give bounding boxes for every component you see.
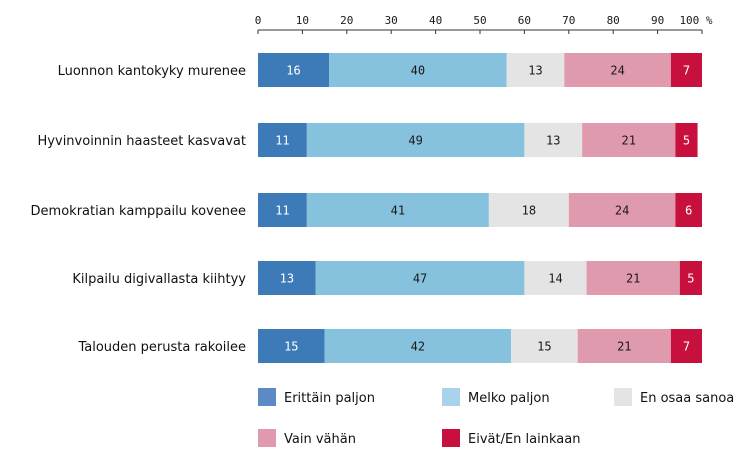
bar-value-label: 15 (284, 340, 298, 354)
bar-segment (258, 53, 330, 87)
x-tick-label: 50 (473, 14, 486, 27)
bar-segment (324, 329, 512, 363)
bar-segment (258, 193, 307, 227)
bar-segment (675, 123, 698, 157)
bar-value-label: 11 (275, 134, 289, 148)
legend: Erittäin paljon Melko paljon En osaa sanoa… (258, 388, 734, 447)
legend-label: Melko paljon (468, 391, 550, 406)
legend-swatch (258, 429, 276, 447)
legend-swatch (442, 388, 460, 406)
legend-swatch (442, 429, 460, 447)
bar-value-label: 11 (275, 204, 289, 218)
bar-value-label: 5 (683, 134, 690, 148)
x-tick-label: 90 (651, 14, 664, 27)
bar-segment (568, 193, 676, 227)
bar-value-label: 6 (685, 204, 692, 218)
x-tick-label: 60 (518, 14, 531, 27)
bar-value-label: 5 (687, 272, 694, 286)
x-tick-label: 10 (296, 14, 309, 27)
x-tick-label: 80 (607, 14, 620, 27)
legend-swatch (258, 388, 276, 406)
bar-value-label: 41 (391, 204, 405, 218)
bar-segment (564, 53, 671, 87)
bar-segment (586, 261, 680, 295)
legend-label: Vain vähän (284, 432, 356, 447)
bar-value-label: 13 (528, 64, 542, 78)
bar-value-label: 21 (626, 272, 640, 286)
category-label: Demokratian kamppailu kovenee (31, 204, 246, 219)
bar-segment (488, 193, 569, 227)
bar-segment (258, 329, 325, 363)
bar-segment (258, 261, 316, 295)
bar-value-label: 13 (546, 134, 560, 148)
bar-value-label: 14 (548, 272, 562, 286)
legend-label: Eivät/En lainkaan (468, 432, 580, 447)
bar-value-label: 7 (683, 64, 690, 78)
bar-segment (258, 123, 307, 157)
legend-swatch (614, 388, 632, 406)
bar-segment (306, 123, 525, 157)
bar-segment (506, 53, 565, 87)
x-tick-label: 20 (340, 14, 353, 27)
bar-segment (511, 329, 578, 363)
bar-value-label: 7 (683, 340, 690, 354)
bar-segment (306, 193, 489, 227)
bar-value-label: 15 (537, 340, 551, 354)
bar-value-label: 47 (413, 272, 427, 286)
bar-segment (329, 53, 507, 87)
x-tick-label: 40 (429, 14, 442, 27)
x-tick-label: 70 (562, 14, 575, 27)
bar-value-label: 24 (610, 64, 624, 78)
bar-value-label: 24 (615, 204, 629, 218)
legend-label: En osaa sanoa (640, 391, 734, 406)
bar-segment (315, 261, 525, 295)
x-axis: 0 10 20 30 40 50 60 70 80 90 100 % (255, 14, 713, 34)
x-tick-label: 100 % (679, 14, 712, 27)
bars: 16 40 13 24 7 11 49 13 21 5 11 41 18 24 6 13 47 14 21 5 15 42… (258, 53, 702, 363)
bar-value-label: 21 (622, 134, 636, 148)
bar-value-label: 40 (411, 64, 425, 78)
category-label: Kilpailu digivallasta kiihtyy (72, 272, 246, 287)
bar-segment (670, 329, 702, 363)
category-label: Luonnon kantokyky murenee (58, 64, 246, 79)
bar-value-label: 18 (522, 204, 536, 218)
bar-value-label: 13 (280, 272, 294, 286)
bar-value-label: 42 (411, 340, 425, 354)
bar-segment (577, 329, 671, 363)
bar-segment (679, 261, 702, 295)
bar-segment (582, 123, 676, 157)
bar-value-label: 21 (617, 340, 631, 354)
bar-segment (524, 261, 587, 295)
legend-label: Erittäin paljon (284, 391, 375, 406)
bar-value-label: 49 (408, 134, 422, 148)
bar-segment (524, 123, 583, 157)
x-tick-label: 30 (385, 14, 398, 27)
bar-value-label: 16 (286, 64, 300, 78)
x-tick-label: 0 (255, 14, 262, 27)
category-label: Hyvinvoinnin haasteet kasvavat (38, 134, 246, 149)
bar-segment (675, 193, 702, 227)
category-label: Talouden perusta rakoilee (77, 340, 246, 355)
bar-segment (670, 53, 702, 87)
category-labels: Luonnon kantokyky murenee Hyvinvoinnin ha… (31, 64, 247, 355)
